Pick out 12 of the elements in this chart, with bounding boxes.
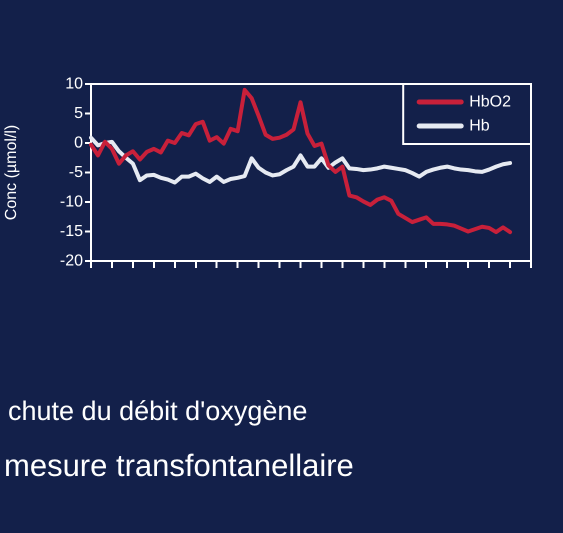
text: mesure transfontanellaire <box>4 448 354 484</box>
y-tick-label: -20 <box>60 252 84 270</box>
y-tick-label: 10 <box>65 75 84 92</box>
y-tick-label: -15 <box>60 222 84 240</box>
y-tick-label: -5 <box>68 164 84 181</box>
y-tick-label: 5 <box>74 104 84 122</box>
legend-label: Hb <box>469 117 490 134</box>
y-tick-label: -10 <box>60 193 84 210</box>
y-axis-title: Conc (µmol/l) <box>3 124 20 220</box>
text: chute du débit d'oxygène <box>8 396 308 427</box>
legend-label: HbO2 <box>469 93 512 110</box>
y-tick-label: 0 <box>74 134 84 152</box>
